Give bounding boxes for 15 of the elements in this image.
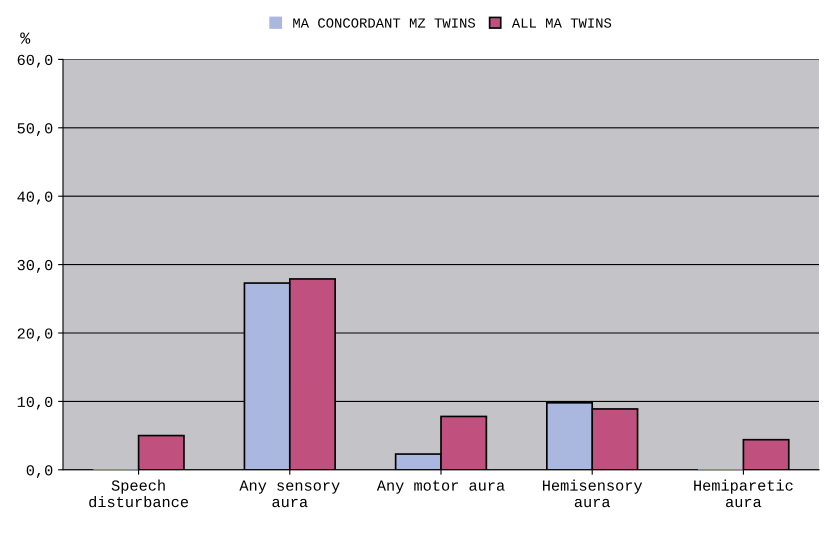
y-tick-label: 10,0	[18, 396, 52, 410]
y-tick-label: 0,0	[26, 465, 52, 478]
x-tick-label: Hemiparetic aura	[694, 480, 793, 508]
x-tick-label: Any sensory aura	[239, 480, 340, 508]
y-axis-title: %	[20, 32, 30, 44]
y-tick-label: 30,0	[18, 260, 52, 273]
x-tick-label: Speech disturbance	[89, 480, 188, 508]
y-tick-label: 60,0	[18, 54, 52, 68]
x-tick-label: Any motor aura	[376, 480, 505, 494]
y-tick-label: 40,0	[17, 192, 52, 204]
legend-label: ALL MA TWINS	[512, 18, 612, 28]
x-tick-label: Hemisensory aura	[542, 480, 642, 508]
legend-label: MA CONCORDANT MZ TWINS	[293, 18, 476, 28]
y-tick-label: 20,0	[18, 328, 52, 342]
y-tick-label: 50,0	[18, 123, 52, 136]
